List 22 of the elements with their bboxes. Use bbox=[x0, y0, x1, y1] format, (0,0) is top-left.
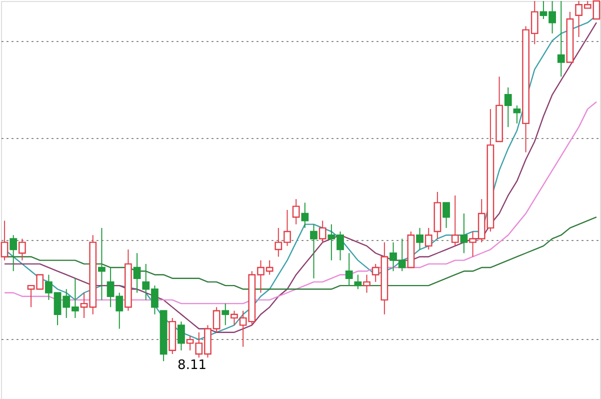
candlestick bbox=[98, 227, 106, 300]
candlestick bbox=[10, 234, 18, 272]
candlestick bbox=[18, 238, 26, 261]
candlestick bbox=[424, 227, 432, 250]
candlestick bbox=[345, 252, 353, 286]
candlestick bbox=[416, 227, 424, 250]
candlestick bbox=[451, 195, 459, 246]
candlestick bbox=[310, 224, 318, 279]
candlestick bbox=[354, 274, 362, 290]
candlestick bbox=[178, 321, 185, 351]
candlestick bbox=[292, 198, 300, 225]
candlestick bbox=[318, 220, 326, 243]
candlestick bbox=[363, 274, 370, 294]
candlestick bbox=[557, 0, 565, 78]
candlestick bbox=[301, 202, 309, 228]
candlestick bbox=[222, 303, 230, 326]
candlestick bbox=[504, 86, 512, 128]
candlestick bbox=[442, 202, 450, 228]
candlestick bbox=[133, 252, 141, 294]
candlestick bbox=[513, 104, 521, 124]
annotation: 8.11 bbox=[178, 358, 207, 374]
candlestick bbox=[460, 213, 468, 254]
